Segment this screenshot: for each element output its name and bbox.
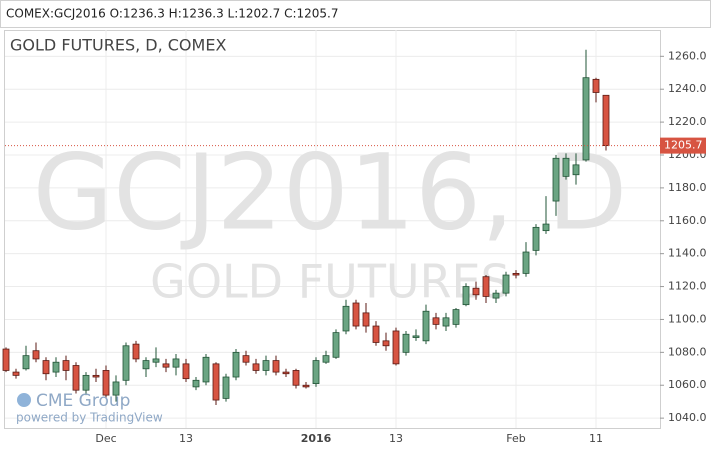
candle-body [192, 379, 200, 388]
candle-body [402, 333, 410, 353]
watermark-subtitle: GOLD FUTURES [150, 255, 510, 309]
candle-body [212, 363, 220, 401]
credit: powered by TradingView [16, 411, 163, 425]
y-tick-label: 1080.0 [668, 345, 707, 358]
candle-body [362, 312, 370, 327]
candle-body [582, 77, 590, 161]
candle-body [532, 226, 540, 251]
candle-body [2, 348, 10, 371]
y-tick-label: 1180.0 [668, 181, 707, 194]
plot-frame [4, 30, 661, 429]
candle-body [432, 317, 440, 325]
candle-body [342, 305, 350, 332]
candle-body [382, 340, 390, 347]
candle-body [92, 374, 100, 378]
candle-body [322, 355, 330, 363]
candle-body [312, 360, 320, 384]
candle-body [32, 350, 40, 360]
candle-body [82, 374, 90, 391]
candle-body [132, 343, 140, 360]
candle-body [292, 370, 300, 386]
candle-body [172, 358, 180, 368]
y-tick-label: 1160.0 [668, 214, 707, 227]
candle-body [42, 360, 50, 375]
candle-body [222, 376, 230, 399]
candle-body [442, 317, 450, 327]
candle-body [572, 164, 580, 176]
candle-body [542, 223, 550, 232]
candle-body [112, 381, 120, 396]
candle-body [252, 363, 260, 371]
header-text: COMEX:GCJ2016 O:1236.3 H:1236.3 L:1202.7… [6, 7, 338, 21]
candle-body [302, 384, 310, 388]
candle-body [492, 292, 500, 299]
candle-body [482, 276, 490, 297]
candle-body [162, 363, 170, 368]
candle-body [602, 94, 610, 147]
x-tick-label: 13 [179, 432, 193, 445]
last-price-label: 1205.7 [664, 139, 703, 152]
header-bar [0, 0, 711, 28]
candle-body [452, 309, 460, 325]
candle-body [422, 310, 430, 342]
candle-body [282, 371, 290, 375]
candle-body [372, 325, 380, 343]
candle-body [392, 330, 400, 365]
candle-body [272, 360, 280, 373]
y-tick-label: 1060.0 [668, 378, 707, 391]
candle-body [202, 356, 210, 383]
x-tick-label: Dec [95, 432, 116, 445]
candle-body [332, 332, 340, 358]
candle-body [522, 251, 530, 274]
y-tick-label: 1260.0 [668, 49, 707, 62]
last-price-box [660, 137, 706, 154]
candle-body [592, 78, 600, 93]
candle-body [152, 358, 160, 363]
watermark: GCJ2016, D [33, 131, 628, 253]
x-tick-label: 11 [589, 432, 603, 445]
logo: CME Group [36, 391, 130, 411]
y-tick-label: 1040.0 [668, 411, 707, 424]
candle-body [242, 355, 250, 363]
candle-body [62, 360, 70, 371]
logo-icon [17, 393, 31, 407]
chart-title: GOLD FUTURES, D, COMEX [10, 36, 226, 55]
candle-body [352, 302, 360, 327]
y-tick-label: 1240.0 [668, 82, 707, 95]
candle-body [262, 360, 270, 371]
candle-body [412, 335, 420, 338]
candle-body [72, 365, 80, 391]
candle-body [142, 360, 150, 370]
candle-body [232, 351, 240, 378]
candle-body [462, 286, 470, 306]
candle-body [102, 370, 110, 396]
y-tick-label: 1100.0 [668, 312, 707, 325]
candle-body [12, 371, 20, 376]
candle-body [52, 361, 60, 373]
x-tick-label: 13 [389, 432, 403, 445]
y-tick-label: 1120.0 [668, 280, 707, 293]
candle-body [502, 274, 510, 294]
y-tick-label: 1140.0 [668, 247, 707, 260]
candle-body [472, 287, 480, 296]
candle-body [552, 157, 560, 202]
candle-body [22, 355, 30, 370]
x-tick-label: Feb [506, 432, 525, 445]
y-tick-label: 1220.0 [668, 115, 707, 128]
candle-body [122, 345, 130, 381]
candle-body [182, 363, 190, 380]
candle-body [512, 273, 520, 276]
candle-body [562, 157, 570, 177]
x-tick-label: 2016 [301, 432, 332, 445]
